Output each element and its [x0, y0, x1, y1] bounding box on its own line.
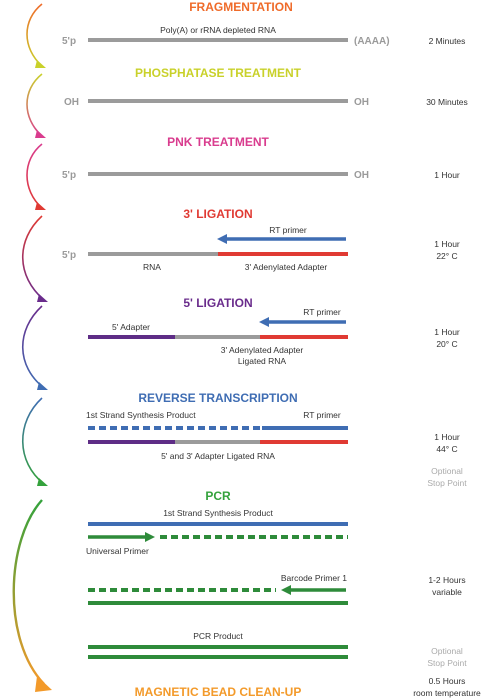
step-time: 1 Hour: [434, 170, 460, 180]
optional-stop-line1: Optional: [431, 466, 463, 476]
step-title: MAGNETIC BEAD CLEAN-UP: [135, 685, 302, 699]
step-time: 30 Minutes: [426, 97, 468, 107]
barcode-primer-label: Barcode Primer 1: [281, 573, 347, 583]
rt-primer-label: RT primer: [303, 410, 341, 420]
step-time-line2: room temperature: [413, 688, 481, 698]
flow-arrow-head-5: [37, 382, 48, 390]
step-time-line1: 1 Hour: [434, 327, 460, 337]
rt-primer-label: RT primer: [269, 225, 307, 235]
end-label-right: OH: [354, 170, 369, 181]
flow-arrows: [12, 3, 52, 692]
rna-label: RNA: [143, 262, 161, 272]
flow-arrow-3: [26, 143, 43, 209]
step-time-line1: 1-2 Hours: [428, 575, 465, 585]
step-pcr: PCR 1st Strand Synthesis Product Univers…: [86, 489, 467, 668]
flow-arrow-head-3: [35, 202, 46, 210]
end-label-left: 5'p: [62, 170, 76, 181]
flow-arrow-7: [12, 499, 45, 685]
adapter-3-label: 3' Adenylated Adapter: [245, 262, 328, 272]
step-title: REVERSE TRANSCRIPTION: [138, 391, 297, 405]
flow-arrow-2: [26, 73, 43, 137]
adapter-5-label: 5' Adapter: [112, 322, 150, 332]
optional-stop-line1: Optional: [431, 646, 463, 656]
flow-arrow-head-6: [37, 478, 48, 486]
product-label: 1st Strand Synthesis Product: [86, 410, 196, 420]
rna-label: Poly(A) or rRNA depleted RNA: [160, 25, 276, 35]
step-time-line2: 22° C: [436, 251, 457, 261]
step-title: PNK TREATMENT: [167, 135, 269, 149]
step-time-line1: 0.5 Hours: [429, 676, 466, 686]
ligated-label-line1: 3' Adenylated Adapter: [221, 345, 304, 355]
universal-primer-label: Universal Primer: [86, 546, 149, 556]
product-label: 1st Strand Synthesis Product: [163, 508, 273, 518]
step-3-ligation: 3' LIGATION RT primer 5'p RNA 3' Adenyla…: [62, 207, 460, 272]
step-title: FRAGMENTATION: [189, 0, 293, 14]
flow-arrow-head-4: [37, 294, 48, 302]
step-reverse-transcription: REVERSE TRANSCRIPTION 1st Strand Synthes…: [86, 391, 467, 488]
step-phosphatase: PHOSPHATASE TREATMENT OH OH 30 Minutes: [64, 66, 468, 108]
flow-arrow-head-7: [35, 676, 52, 692]
flow-arrow-1: [26, 3, 43, 67]
step-title: PHOSPHATASE TREATMENT: [135, 66, 302, 80]
end-label-right: (AAAA): [354, 36, 390, 47]
step-5-ligation: 5' LIGATION RT primer 5' Adapter 3' Aden…: [88, 296, 460, 366]
end-label-left: OH: [64, 97, 79, 108]
step-pnk: PNK TREATMENT 5'p OH 1 Hour: [62, 135, 460, 181]
step-title: 3' LIGATION: [183, 207, 252, 221]
step-time-line2: 44° C: [436, 444, 457, 454]
flow-arrow-head-2: [35, 130, 46, 138]
optional-stop-line2: Stop Point: [427, 658, 467, 668]
pcr-product-label: PCR Product: [193, 631, 243, 641]
step-fragmentation: FRAGMENTATION Poly(A) or rRNA depleted R…: [62, 0, 465, 47]
flow-arrow-5: [22, 305, 45, 389]
ligated-label: 5' and 3' Adapter Ligated RNA: [161, 451, 275, 461]
flow-arrow-4: [22, 215, 45, 301]
flow-arrow-6: [22, 397, 45, 485]
flow-arrow-head-1: [35, 60, 46, 68]
end-label-right: OH: [354, 97, 369, 108]
step-title: 5' LIGATION: [183, 296, 252, 310]
optional-stop-line2: Stop Point: [427, 478, 467, 488]
step-time-line2: 20° C: [436, 339, 457, 349]
step-bead-cleanup: MAGNETIC BEAD CLEAN-UP 0.5 Hours room te…: [135, 676, 481, 699]
end-label-left: 5'p: [62, 36, 76, 47]
step-time-line1: 1 Hour: [434, 432, 460, 442]
step-time: 2 Minutes: [429, 36, 466, 46]
rt-primer-label: RT primer: [303, 307, 341, 317]
step-title: PCR: [205, 489, 231, 503]
end-label-left: 5'p: [62, 250, 76, 261]
step-time-line1: 1 Hour: [434, 239, 460, 249]
step-time-line2: variable: [432, 587, 462, 597]
ligated-label-line2: Ligated RNA: [238, 356, 287, 366]
